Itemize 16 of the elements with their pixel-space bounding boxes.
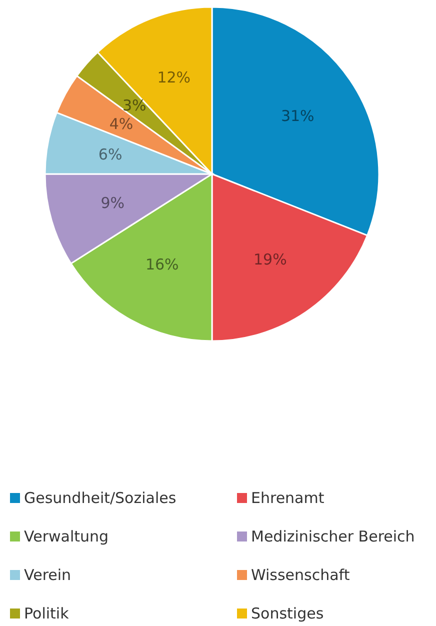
data-label: 9% — [100, 194, 124, 212]
legend-label: Ehrenamt — [251, 489, 324, 507]
data-label: 31% — [280, 106, 314, 125]
legend-label: Gesundheit/Soziales — [24, 489, 176, 507]
data-label: 4% — [109, 115, 134, 134]
legend-label: Politik — [24, 604, 70, 622]
legend-label: Verwaltung — [24, 528, 109, 546]
legend-label: Verein — [24, 566, 72, 584]
legend-label: Medizinischer Bereich — [251, 528, 415, 546]
data-label: 16% — [145, 256, 179, 274]
legend-label: Sonstiges — [251, 604, 324, 622]
data-label: 6% — [98, 146, 122, 164]
legend-label: Wissenschaft — [251, 566, 350, 584]
data-label: 12% — [157, 68, 191, 87]
data-label: 19% — [254, 250, 287, 269]
data-label: 3% — [122, 96, 146, 115]
